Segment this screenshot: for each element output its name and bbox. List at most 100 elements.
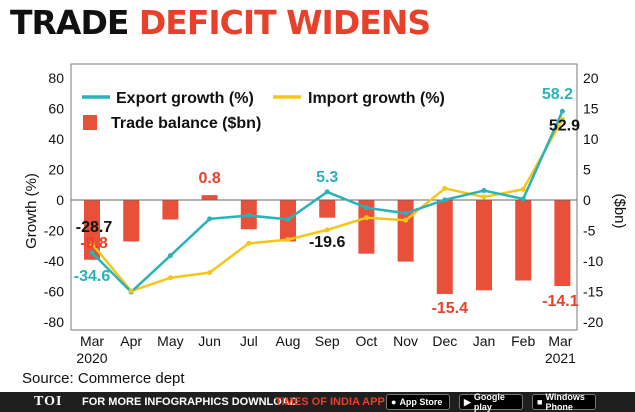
- import-point: [403, 217, 409, 223]
- legend: Export growth (%) Import growth (%) Trad…: [82, 90, 445, 132]
- y-axis-label-left: Growth (%): [23, 173, 40, 249]
- right-tick-label: 15: [583, 101, 599, 117]
- x-tick-label: Mar: [80, 333, 104, 349]
- x-tick-label: Mar: [548, 333, 572, 349]
- import-point: [207, 270, 213, 276]
- windows-phone-badge[interactable]: ■ Windows Phone: [532, 392, 596, 412]
- trade-balance-bar: [554, 200, 571, 287]
- title-part-1: TRADE: [10, 3, 129, 42]
- export-point: [285, 216, 291, 222]
- right-tick-label: -15: [583, 284, 603, 300]
- source-note: Source: Commerce dept: [22, 370, 185, 387]
- data-label: -19.6: [309, 234, 346, 251]
- trade-balance-bar: [123, 200, 140, 242]
- export-point: [167, 253, 173, 259]
- legend-balance-label: Trade balance ($bn): [111, 115, 261, 132]
- x-tick-label: Nov: [393, 333, 418, 349]
- app-store-badge[interactable]: ● App Store: [386, 394, 450, 410]
- right-tick-label: -10: [583, 253, 603, 269]
- data-labels: -9.8-28.7 -34.6 0.8 5.3 -19.6 -15.4 58.2 52.9 -1…: [74, 86, 580, 317]
- x-tick-label: Jun: [198, 333, 221, 349]
- footer-banner: TOI FOR MORE INFOGRAPHICS DOWNLOAD TIMES…: [0, 392, 635, 412]
- data-label: 0.8: [198, 170, 220, 187]
- data-label: 58.2: [542, 86, 573, 103]
- import-point: [89, 241, 95, 247]
- trade-balance-bar: [397, 200, 414, 262]
- import-point: [442, 185, 448, 191]
- data-label: -34.6: [74, 268, 111, 285]
- x-tick-label: Sep: [315, 333, 340, 349]
- left-tick-label: 0: [56, 192, 64, 208]
- apple-icon: ●: [391, 397, 397, 407]
- export-point: [520, 196, 526, 202]
- import-point: [520, 186, 526, 192]
- x-tick-label: Feb: [511, 333, 535, 349]
- right-axis-ticks: 20 15 10 5 0 -5 -10 -15 -20: [583, 70, 603, 330]
- import-point: [246, 240, 252, 246]
- right-tick-label: 20: [583, 70, 599, 86]
- x-year-label: 2021: [545, 350, 576, 366]
- import-point: [285, 237, 291, 243]
- right-tick-label: -20: [583, 314, 603, 330]
- y-axis-label-right: ($bn): [611, 193, 628, 228]
- legend-import-label: Import growth (%): [308, 90, 445, 107]
- import-point: [167, 275, 173, 281]
- export-point: [324, 189, 330, 195]
- data-points: [89, 108, 565, 295]
- right-tick-label: 10: [583, 131, 599, 147]
- export-point: [207, 216, 213, 222]
- left-tick-label: -20: [44, 223, 64, 239]
- right-tick-label: 5: [583, 162, 591, 178]
- plot-frame: [70, 63, 578, 331]
- title-part-2: DEFICIT WIDENS: [138, 3, 431, 42]
- trade-balance-bar: [162, 200, 179, 220]
- trade-balance-bar: [358, 200, 375, 254]
- right-tick-label: 0: [583, 192, 591, 208]
- google-play-badge[interactable]: ▶ Google play: [459, 392, 523, 412]
- toi-logo: TOI: [34, 394, 63, 409]
- chart-canvas: 80 60 40 20 0 -20 -40 -60 -80 20 15 10 5 0 -5 -10 -15 -2…: [23, 63, 628, 366]
- left-axis-ticks: 80 60 40 20 0 -20 -40 -60 -80: [44, 70, 64, 330]
- trade-balance-bar: [319, 200, 336, 218]
- chart-title: TRADE DEFICIT WIDENS: [10, 3, 431, 43]
- x-tick-label: Dec: [432, 333, 457, 349]
- trade-balance-bar: [84, 200, 100, 260]
- data-label: 5.3: [316, 169, 338, 186]
- import-point: [559, 116, 565, 122]
- export-point: [403, 210, 409, 216]
- data-label: -15.4: [432, 300, 469, 317]
- left-tick-label: 60: [48, 101, 64, 117]
- right-tick-label: -5: [583, 223, 596, 239]
- x-tick-label: Jan: [473, 333, 496, 349]
- windows-icon: ■: [537, 397, 543, 407]
- x-tick-label: May: [157, 333, 183, 349]
- import-point: [324, 227, 330, 233]
- x-tick-label: Oct: [356, 333, 378, 349]
- trade-balance-bars: [84, 195, 571, 294]
- export-point: [559, 108, 565, 114]
- trade-balance-bar: [476, 200, 492, 291]
- x-tick-label: Aug: [276, 333, 301, 349]
- x-year-label: 2020: [76, 350, 107, 366]
- data-label: 52.9: [549, 117, 580, 134]
- import-point: [128, 288, 134, 294]
- x-tick-label: Jul: [240, 333, 258, 349]
- left-tick-label: -40: [44, 253, 64, 269]
- left-tick-label: 40: [48, 131, 64, 147]
- export-point: [481, 188, 487, 194]
- legend-export-label: Export growth (%): [116, 90, 254, 107]
- left-tick-label: -80: [44, 314, 64, 330]
- export-point: [442, 197, 448, 203]
- trade-balance-bar: [201, 195, 218, 200]
- left-tick-label: -60: [44, 284, 64, 300]
- left-tick-label: 20: [48, 162, 64, 178]
- legend-balance-swatch: [83, 115, 97, 130]
- trade-balance-bar: [436, 200, 453, 294]
- export-point: [246, 213, 252, 219]
- footer-app-name[interactable]: TIMES OF INDIA APP: [275, 396, 385, 408]
- play-icon: ▶: [464, 396, 471, 407]
- export-point: [89, 250, 95, 256]
- trade-balance-bar: [515, 200, 532, 281]
- left-tick-label: 80: [48, 70, 64, 86]
- import-point: [363, 215, 369, 221]
